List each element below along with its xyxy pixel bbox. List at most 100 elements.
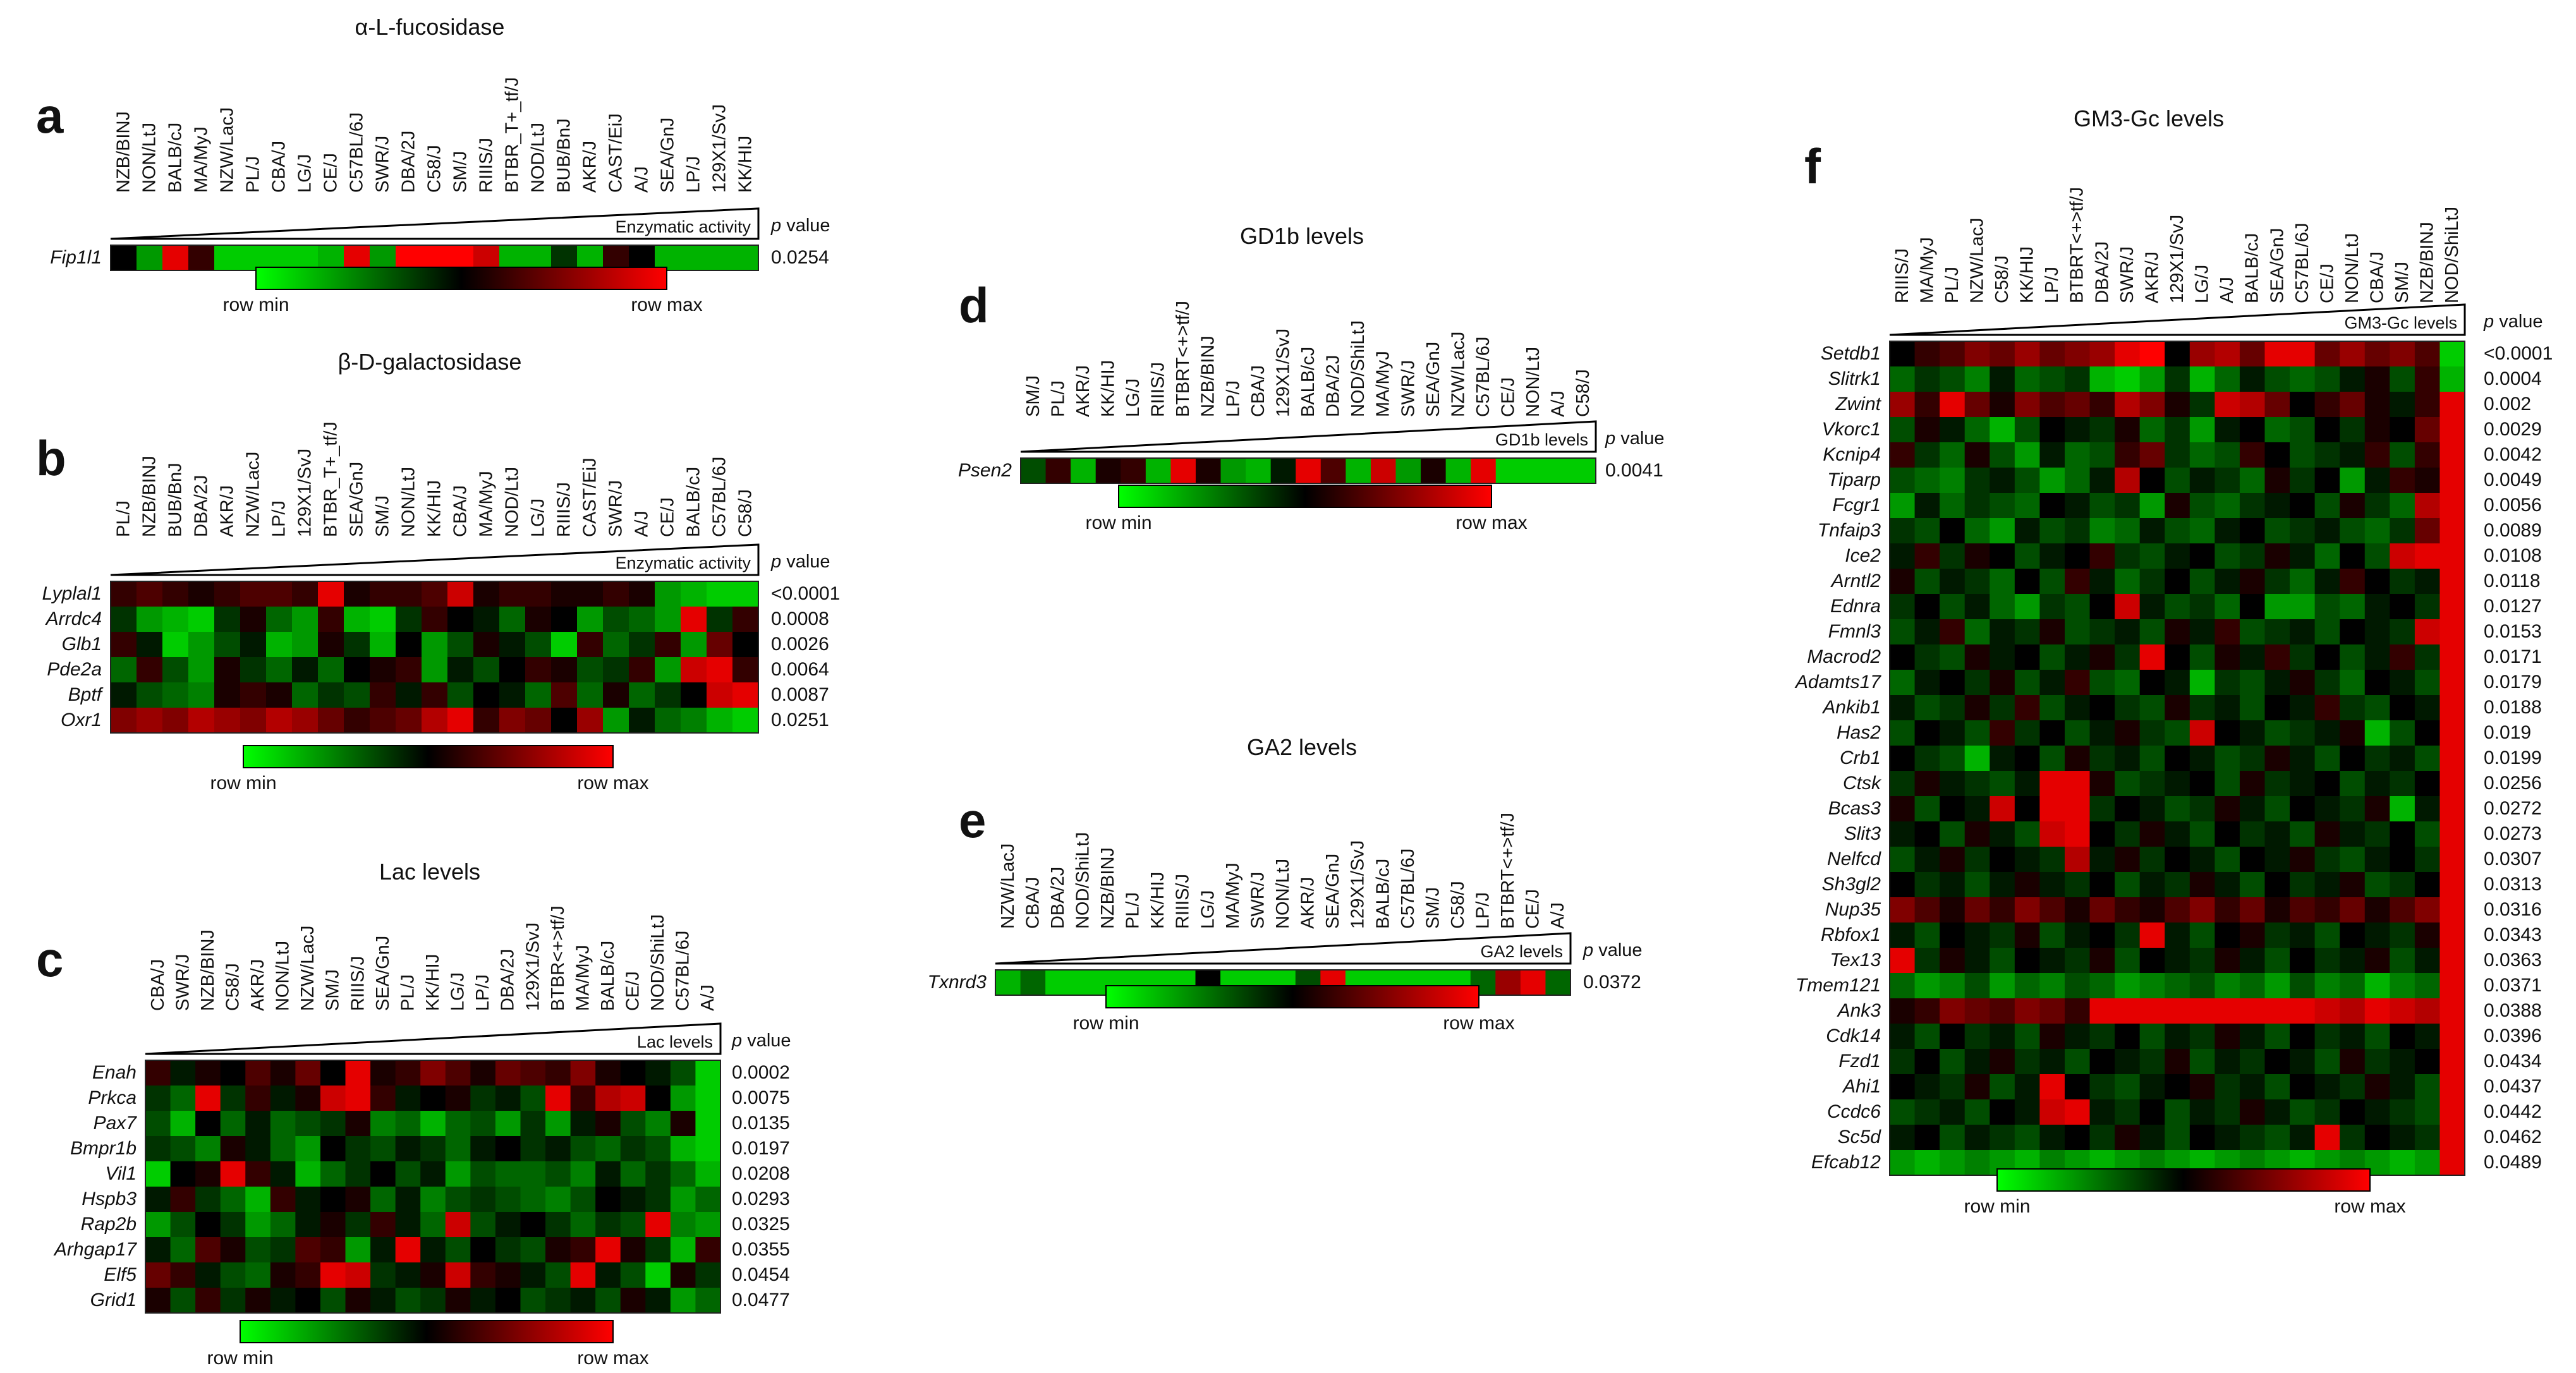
heatmap-cell <box>370 1060 396 1086</box>
heatmap-cell <box>2439 796 2465 822</box>
heatmap-cell <box>1940 644 1965 670</box>
panel-letter: e <box>959 792 986 848</box>
heatmap-cell <box>145 1237 171 1263</box>
pvalue-label: 0.0254 <box>771 247 829 268</box>
heatmap-cell <box>2089 518 2115 544</box>
strain-label: RIIIS/J <box>1892 248 1912 303</box>
heatmap-cell <box>2340 948 2366 974</box>
strain-label: C57BL/6J <box>1398 849 1418 929</box>
legend-max-label: row max <box>577 1348 648 1369</box>
heatmap-cell <box>499 245 526 271</box>
heatmap-cell <box>2165 771 2190 797</box>
heatmap-cell <box>320 1187 346 1213</box>
heatmap-cell <box>2165 821 2190 847</box>
heatmap-cell <box>137 607 163 632</box>
heatmap-cell <box>2189 518 2215 544</box>
pvalue-header: p value <box>770 215 830 236</box>
gene-label: Prkca <box>88 1087 137 1108</box>
heatmap-cell <box>1964 644 1990 670</box>
heatmap-cell <box>2139 973 2165 999</box>
heatmap-cell <box>2189 392 2215 418</box>
heatmap-cell <box>1890 1049 1916 1075</box>
heatmap-cell <box>2139 1024 2165 1049</box>
heatmap-cell <box>2165 695 2190 721</box>
heatmap-cell <box>2264 543 2290 569</box>
heatmap-cell <box>270 1187 296 1213</box>
heatmap-cell <box>396 245 422 271</box>
gene-label: Lyplal1 <box>42 583 102 604</box>
pvalue-label: 0.0199 <box>2484 747 2542 768</box>
heatmap-cell <box>2390 1099 2415 1125</box>
heatmap-cell <box>2414 695 2441 721</box>
heatmap-cell <box>445 1187 471 1213</box>
pvalue-label: 0.0135 <box>732 1113 790 1134</box>
heatmap-cell <box>420 1288 446 1314</box>
heatmap-cell <box>570 1262 596 1288</box>
heatmap-cell <box>2264 796 2290 822</box>
heatmap-cell <box>1914 821 1940 847</box>
heatmap-cell <box>295 1212 321 1238</box>
heatmap-cell <box>2089 720 2115 746</box>
heatmap-cell <box>695 1161 721 1187</box>
heatmap-cell <box>1890 973 1916 999</box>
heatmap-cell <box>2014 998 2040 1024</box>
heatmap-cell <box>2290 897 2316 923</box>
heatmap-cell <box>344 632 370 658</box>
heatmap-cell <box>2314 922 2340 948</box>
heatmap-cell <box>1571 458 1596 484</box>
heatmap-cell <box>2239 594 2266 620</box>
heatmap-cell <box>525 245 552 271</box>
heatmap-cell <box>245 1187 271 1213</box>
heatmap-cell <box>2264 468 2290 493</box>
heatmap-cell <box>145 1161 171 1187</box>
heatmap-cell <box>1990 1074 2015 1100</box>
strain-label: SM/J <box>373 495 393 537</box>
heatmap-cell <box>1020 970 1046 996</box>
strain-label: DBA/2J <box>191 475 212 537</box>
panel-letter: c <box>36 931 63 987</box>
heatmap-cell <box>570 1060 596 1086</box>
pvalue-label: 0.0153 <box>2484 621 2542 642</box>
heatmap-cell <box>2439 922 2465 948</box>
heatmap-cell <box>2039 746 2065 771</box>
heatmap-cell <box>2290 695 2316 721</box>
heatmap-cell <box>2264 1049 2290 1075</box>
strain-label: NON/LtJ <box>2342 233 2362 303</box>
heatmap-cell <box>2264 922 2290 948</box>
heatmap-cell <box>2115 442 2141 468</box>
heatmap-cell <box>2215 1125 2240 1151</box>
heatmap-cell <box>2239 518 2266 544</box>
heatmap-cell <box>2039 1049 2065 1075</box>
heatmap-cell <box>2290 619 2316 645</box>
heatmap-cell <box>1914 771 1940 797</box>
heatmap-cell <box>520 1288 546 1314</box>
heatmap-cell <box>245 1262 271 1288</box>
strain-label: SWR/J <box>1248 872 1268 929</box>
heatmap-cell <box>1990 948 2015 974</box>
heatmap-cell <box>270 1136 296 1162</box>
heatmap-cell <box>1990 821 2015 847</box>
heatmap-cell <box>2439 746 2465 771</box>
heatmap-cell <box>2290 417 2316 443</box>
gene-label: Adamts17 <box>1794 672 1881 693</box>
heatmap-cell <box>2439 847 2465 873</box>
strain-label: CBA/J <box>1023 877 1043 929</box>
legend-min-label: row min <box>1964 1196 2030 1217</box>
heatmap-cell <box>2064 392 2091 418</box>
heatmap-cell <box>2189 644 2215 670</box>
heatmap-cell <box>1990 1125 2015 1151</box>
heatmap-cell <box>1914 518 1940 544</box>
pvalue-label: 0.0462 <box>2484 1127 2542 1147</box>
heatmap-cell <box>470 1187 496 1213</box>
heatmap-cell <box>2239 569 2266 595</box>
heatmap-cell <box>2439 1150 2465 1176</box>
heatmap-cell <box>1914 543 1940 569</box>
heatmap-cell <box>2039 1074 2065 1100</box>
heatmap-cell <box>2414 670 2441 696</box>
heatmap-cell <box>2064 821 2091 847</box>
heatmap-cell <box>2089 821 2115 847</box>
heatmap-cell <box>2364 821 2390 847</box>
heatmap-cell <box>2340 619 2366 645</box>
heatmap-cell <box>2314 847 2340 873</box>
heatmap-cell <box>1990 594 2015 620</box>
